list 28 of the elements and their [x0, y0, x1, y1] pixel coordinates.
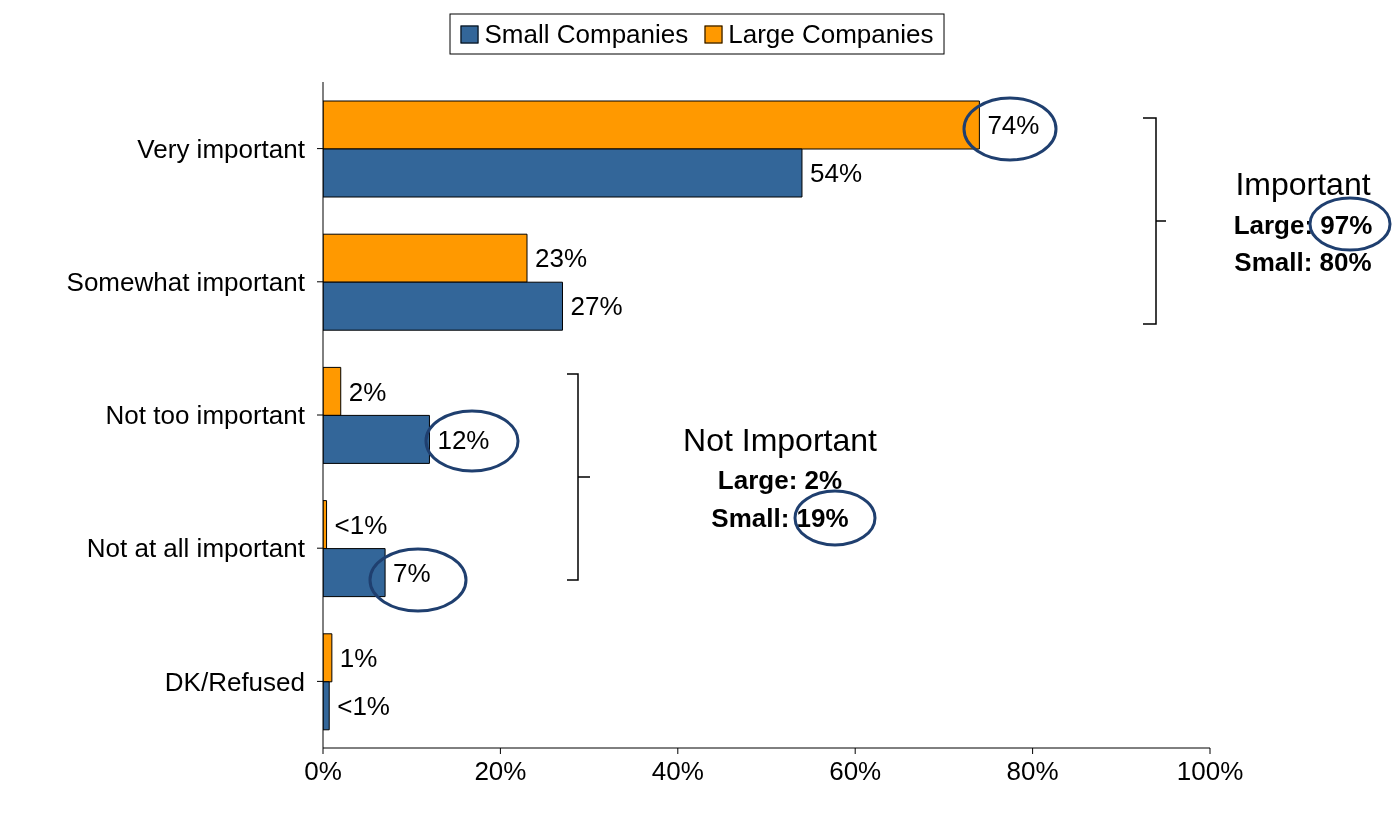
- y-tick-label: Somewhat important: [66, 267, 306, 298]
- y-tick-label: Not too important: [105, 400, 306, 431]
- data-label: 74%: [987, 110, 1040, 141]
- legend-label: Small Companies: [484, 18, 689, 50]
- annotation: Large: 2%: [717, 464, 843, 496]
- text: Important: [1235, 165, 1371, 203]
- legend-label: Large Companies: [728, 18, 934, 50]
- y-tick-label: Very important: [137, 133, 306, 164]
- data-label: 1%: [339, 642, 378, 673]
- x-tick-label: 60%: [829, 756, 882, 787]
- data-label: <1%: [337, 690, 390, 721]
- data-label: 54%: [809, 158, 863, 189]
- data-label: 2%: [348, 376, 387, 407]
- y-tick-label: DK/Refused: [164, 666, 305, 697]
- data-label: 12%: [437, 424, 490, 455]
- data-label: 7%: [393, 557, 431, 588]
- text: Small: 80%: [1234, 246, 1372, 278]
- data-label: <1%: [334, 509, 388, 540]
- y-tick-label: Not at all important: [86, 533, 306, 564]
- x-tick-label: 100%: [1176, 756, 1244, 787]
- annotation: Not Important: [683, 421, 877, 459]
- x-tick-label: 80%: [1006, 756, 1059, 787]
- x-tick-label: 0%: [304, 756, 342, 787]
- data-label: 23%: [535, 243, 588, 274]
- data-label: 27%: [570, 291, 623, 322]
- x-tick-label: 40%: [651, 756, 704, 787]
- x-tick-label: 20%: [474, 756, 527, 787]
- annotation: Small: 19%: [711, 502, 849, 534]
